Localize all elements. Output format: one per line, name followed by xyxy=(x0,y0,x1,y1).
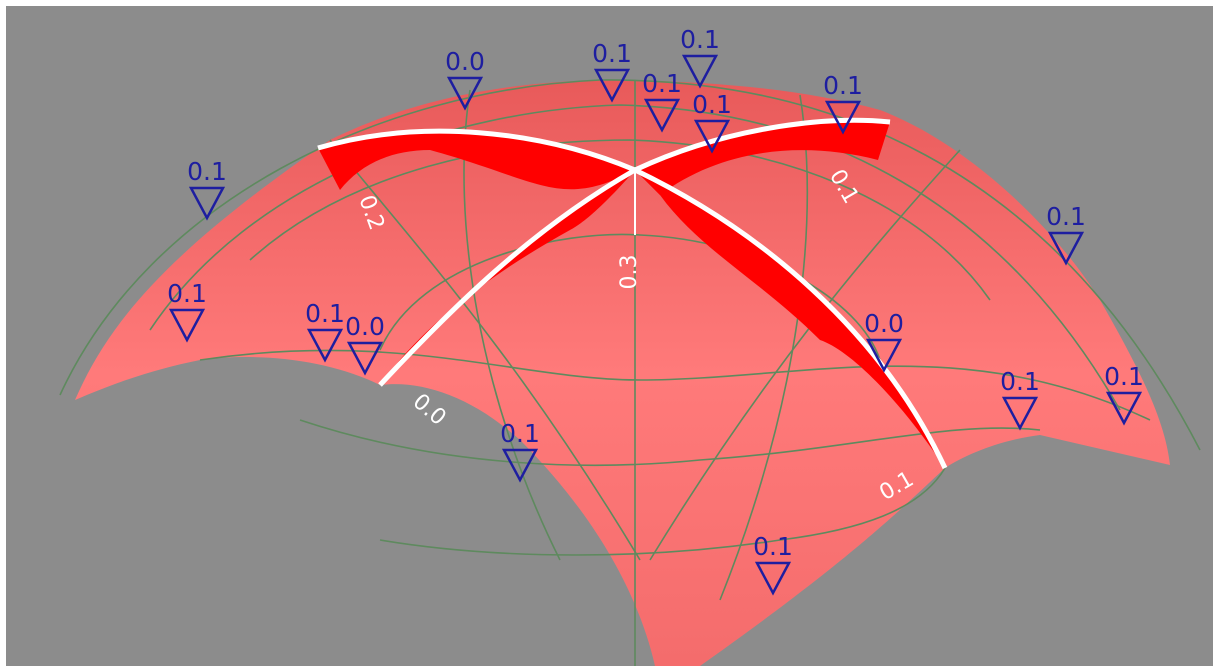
beams xyxy=(317,117,948,470)
grid-line xyxy=(329,139,641,561)
grid-line xyxy=(299,419,1041,466)
marker-label: 0.1 xyxy=(1046,202,1086,231)
marker: 0.1 xyxy=(1104,362,1144,426)
marker: 0.1 xyxy=(187,157,227,221)
marker-triangle xyxy=(306,328,344,363)
beam xyxy=(635,170,945,468)
marker-label: 0.1 xyxy=(1104,362,1144,391)
grid-line xyxy=(379,233,881,361)
marker-triangle xyxy=(188,186,226,221)
marker-label: 0.0 xyxy=(864,309,904,338)
beam xyxy=(635,120,890,195)
marker-label: 0.1 xyxy=(305,299,345,328)
marker-triangle xyxy=(501,448,539,483)
marker-triangle xyxy=(681,54,719,89)
marker-label: 0.1 xyxy=(167,279,207,308)
beam xyxy=(380,170,635,385)
grid-line xyxy=(249,139,991,301)
marker-label: 0.1 xyxy=(500,419,540,448)
marker-triangle xyxy=(593,68,631,103)
marker: 0.1 xyxy=(692,90,732,154)
marker: 0.1 xyxy=(1000,367,1040,431)
surface-label: 0.3 xyxy=(617,255,642,290)
marker-triangle xyxy=(754,561,792,596)
surface xyxy=(75,80,1170,666)
marker-triangle xyxy=(168,308,206,343)
marker-label: 0.1 xyxy=(592,39,632,68)
marker: 0.1 xyxy=(592,39,632,103)
grid-line xyxy=(379,467,946,556)
marker-label: 0.0 xyxy=(345,312,385,341)
marker: 0.1 xyxy=(500,419,540,483)
marker-triangle xyxy=(693,119,731,154)
marker-label: 0.0 xyxy=(445,47,485,76)
marker: 0.1 xyxy=(823,71,863,135)
marker: 0.1 xyxy=(1046,202,1086,266)
marker: 0.1 xyxy=(305,299,345,363)
marker-label: 0.1 xyxy=(680,25,720,54)
marker-label: 0.1 xyxy=(753,532,793,561)
marker-label: 0.1 xyxy=(187,157,227,186)
marker: 0.1 xyxy=(167,279,207,343)
marker: 0.1 xyxy=(753,532,793,596)
marker-label: 0.1 xyxy=(642,69,682,98)
beam-edge xyxy=(378,167,948,470)
marker-triangle xyxy=(865,338,903,373)
marker-triangle xyxy=(446,76,484,111)
marker-label: 0.1 xyxy=(692,90,732,119)
marker: 0.1 xyxy=(680,25,720,89)
grid-line xyxy=(149,104,1121,411)
marker-triangle xyxy=(824,100,862,135)
marker-label: 0.1 xyxy=(1000,367,1040,396)
marker: 0.0 xyxy=(345,312,385,376)
marker: 0.0 xyxy=(445,47,485,111)
marker-triangle xyxy=(1047,231,1085,266)
marker-triangle xyxy=(346,341,384,376)
marker: 0.0 xyxy=(864,309,904,373)
marker-triangle xyxy=(1105,391,1143,426)
marker-triangle xyxy=(1001,396,1039,431)
marker-triangle xyxy=(643,98,681,133)
support-markers: 0.0 0.1 0.10.10.10.10.10.10.10.1 0.0 0.00.1 0… xyxy=(167,25,1144,596)
marker-label: 0.1 xyxy=(823,71,863,100)
marker: 0.1 xyxy=(642,69,682,133)
